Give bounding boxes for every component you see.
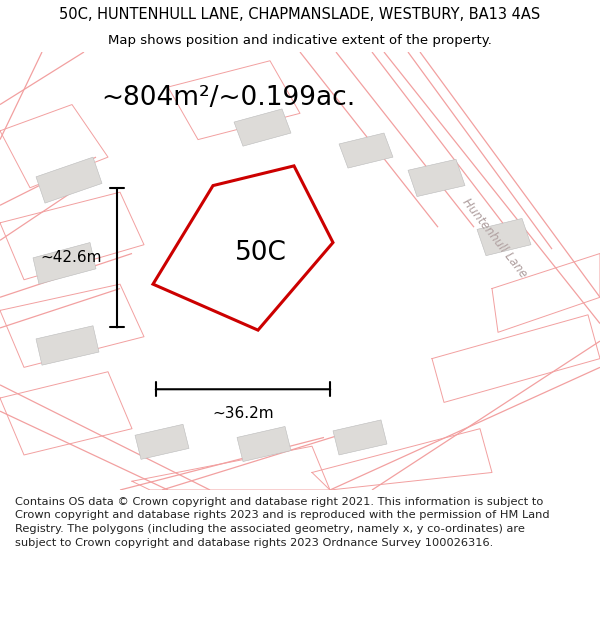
Polygon shape [33, 242, 96, 284]
Polygon shape [408, 159, 465, 196]
Text: Huntenhull Lane: Huntenhull Lane [460, 196, 530, 281]
Text: 50C: 50C [235, 241, 287, 266]
Polygon shape [234, 109, 291, 146]
Polygon shape [36, 326, 99, 365]
Polygon shape [36, 157, 102, 203]
Polygon shape [153, 166, 333, 330]
Polygon shape [339, 133, 393, 168]
Text: Contains OS data © Crown copyright and database right 2021. This information is : Contains OS data © Crown copyright and d… [15, 497, 550, 548]
Text: ~42.6m: ~42.6m [41, 251, 102, 266]
Text: ~804m²/~0.199ac.: ~804m²/~0.199ac. [101, 85, 355, 111]
Polygon shape [237, 426, 291, 461]
Polygon shape [477, 219, 531, 256]
Text: 50C, HUNTENHULL LANE, CHAPMANSLADE, WESTBURY, BA13 4AS: 50C, HUNTENHULL LANE, CHAPMANSLADE, WEST… [59, 7, 541, 22]
Polygon shape [333, 420, 387, 455]
Text: Map shows position and indicative extent of the property.: Map shows position and indicative extent… [108, 34, 492, 47]
Polygon shape [207, 229, 285, 269]
Text: ~36.2m: ~36.2m [212, 406, 274, 421]
Polygon shape [135, 424, 189, 459]
